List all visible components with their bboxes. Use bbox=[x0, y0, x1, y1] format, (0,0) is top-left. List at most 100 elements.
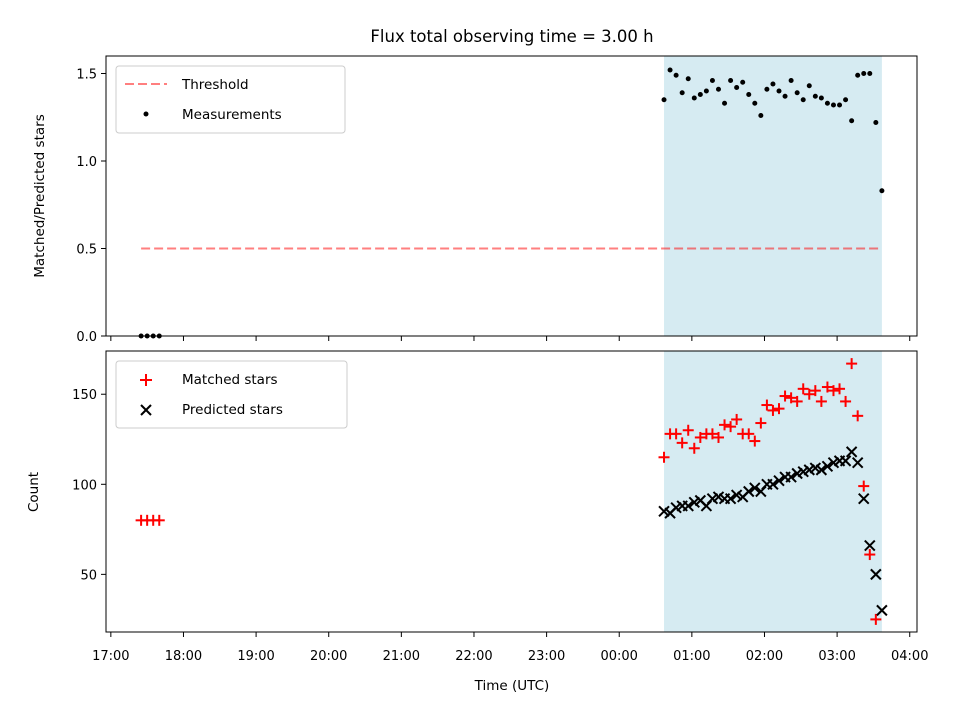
top-y-ticks: 0.0 0.5 1.0 1.5 bbox=[76, 68, 106, 345]
measurement-point bbox=[691, 95, 697, 101]
measurement-point bbox=[867, 71, 873, 76]
predicted-star-point bbox=[785, 471, 797, 483]
x-tick-label: 23:00 bbox=[528, 649, 565, 664]
matched-star-point bbox=[725, 421, 737, 433]
ratio-panel: 0.0 0.5 1.0 1.5 Matched/Predicted stars Thr… bbox=[32, 55, 918, 345]
matched-star-point bbox=[779, 390, 791, 402]
x-tick-label: 01:00 bbox=[673, 649, 710, 664]
x-tick-label: 04:00 bbox=[891, 649, 928, 664]
measurement-point bbox=[734, 85, 740, 90]
predicted-star-point bbox=[743, 485, 755, 498]
measurement-point bbox=[667, 67, 673, 73]
measurement-point bbox=[661, 97, 667, 103]
matched-star-point bbox=[815, 395, 827, 407]
chart-title: Flux total observing time = 3.00 h bbox=[370, 27, 653, 46]
matched-star-point bbox=[785, 392, 797, 404]
matched-star-point bbox=[706, 428, 718, 440]
bottom-legend: Matched stars Predicted stars bbox=[115, 360, 348, 429]
y-tick-label: 50 bbox=[80, 568, 97, 583]
matched-star-point bbox=[827, 385, 839, 397]
measurement-point bbox=[685, 76, 691, 82]
measurement-point bbox=[715, 86, 721, 92]
x-tick-label: 18:00 bbox=[165, 649, 202, 664]
measurement-point bbox=[788, 78, 794, 83]
matched-star-point bbox=[694, 431, 706, 443]
measurement-point bbox=[758, 113, 764, 118]
predicted-star-point bbox=[773, 474, 785, 487]
predicted-star-point bbox=[839, 455, 852, 467]
measurement-point bbox=[861, 71, 867, 76]
predicted-star-point bbox=[858, 492, 870, 505]
measurement-point bbox=[806, 83, 812, 89]
bottom-x-ticks: 17:00 18:00 19:00 20:00 21:00 22:00 23:00 00:00… bbox=[92, 632, 928, 664]
count-points bbox=[135, 358, 888, 625]
measurement-point bbox=[697, 92, 703, 97]
legend-matched: Matched stars bbox=[182, 372, 278, 388]
matched-star-point bbox=[858, 480, 870, 492]
measurement-point bbox=[843, 97, 849, 103]
measurement-point bbox=[782, 93, 788, 99]
measurement-point bbox=[752, 100, 758, 106]
matched-legend-swatch bbox=[140, 374, 152, 386]
measurement-point bbox=[873, 120, 879, 125]
matched-star-point bbox=[803, 388, 815, 400]
predicted-star-point bbox=[749, 482, 761, 494]
measurement-point bbox=[800, 97, 806, 103]
matched-star-point bbox=[670, 428, 682, 440]
measurement-point bbox=[824, 100, 830, 106]
predicted-star-point bbox=[815, 464, 828, 476]
legend-predicted: Predicted stars bbox=[182, 402, 283, 418]
predicted-star-point bbox=[845, 446, 858, 458]
matched-star-point bbox=[682, 424, 694, 436]
matched-star-point bbox=[731, 413, 743, 425]
count-panel: 50 100 150 17:00 18:00 19:00 20:00 21:00 22:00 2… bbox=[26, 350, 928, 694]
matched-star-point bbox=[755, 417, 767, 429]
matched-star-point bbox=[719, 419, 731, 431]
y-tick-label: 1.5 bbox=[76, 68, 97, 83]
predicted-star-point bbox=[864, 539, 876, 552]
y-tick-label: 0.5 bbox=[76, 243, 97, 258]
measurement-point bbox=[879, 188, 885, 194]
matched-star-point bbox=[870, 613, 882, 625]
top-ylabel: Matched/Predicted stars bbox=[32, 114, 48, 277]
matched-star-point bbox=[834, 383, 846, 395]
x-tick-label: 22:00 bbox=[455, 649, 492, 664]
predicted-star-point bbox=[767, 478, 779, 491]
bottom-xlabel: Time (UTC) bbox=[474, 678, 550, 694]
predicted-star-point bbox=[876, 604, 888, 617]
legend-measurements: Measurements bbox=[182, 107, 282, 123]
measurement-point bbox=[746, 92, 752, 97]
measurement-points bbox=[138, 67, 885, 339]
predicted-star-point bbox=[851, 456, 864, 469]
predicted-star-point bbox=[724, 492, 737, 505]
x-tick-label: 19:00 bbox=[237, 649, 274, 664]
measurement-point bbox=[703, 88, 709, 94]
observing-window-bottom bbox=[664, 351, 882, 632]
bottom-ylabel: Count bbox=[26, 472, 42, 512]
matched-star-point bbox=[864, 549, 876, 561]
top-x-ticks bbox=[110, 336, 911, 341]
y-tick-label: 100 bbox=[72, 478, 97, 493]
matched-star-point bbox=[743, 428, 755, 440]
predicted-star-point bbox=[821, 460, 834, 472]
x-tick-label: 00:00 bbox=[600, 649, 637, 664]
matched-star-point bbox=[658, 451, 670, 463]
measurement-point bbox=[830, 102, 836, 108]
top-legend: Threshold Measurements bbox=[115, 65, 346, 134]
x-tick-label: 21:00 bbox=[383, 649, 420, 664]
measurement-point bbox=[722, 100, 728, 106]
x-tick-label: 17:00 bbox=[92, 649, 129, 664]
matched-star-point bbox=[688, 442, 700, 454]
measurement-point bbox=[679, 90, 685, 96]
matched-star-point bbox=[852, 410, 864, 422]
matched-star-point bbox=[676, 437, 688, 449]
matched-star-point bbox=[153, 514, 165, 526]
matched-star-point bbox=[761, 399, 773, 411]
matched-star-point bbox=[712, 431, 724, 443]
y-tick-label: 1.0 bbox=[76, 155, 97, 170]
bottom-y-ticks: 50 100 150 bbox=[72, 388, 106, 583]
matched-star-point bbox=[797, 383, 809, 395]
matched-star-point bbox=[773, 403, 785, 415]
measurement-point bbox=[812, 93, 818, 99]
